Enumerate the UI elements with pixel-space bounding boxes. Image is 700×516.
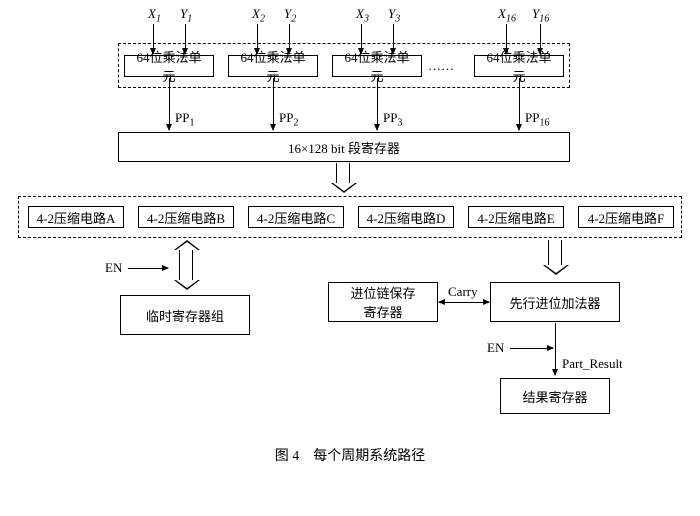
mult-unit-16: 64位乘法单元 xyxy=(474,55,564,77)
arrow-en-right xyxy=(510,348,553,349)
arrow-en-left xyxy=(128,268,168,269)
mult-unit-1: 64位乘法单元 xyxy=(124,55,214,77)
compressor-e: 4-2压缩电路E xyxy=(468,206,564,228)
result-register: 结果寄存器 xyxy=(500,378,610,414)
arrow-cla-to-result xyxy=(555,323,556,375)
label-en-right: EN xyxy=(487,340,504,356)
label-pp1: PP1 xyxy=(175,110,194,129)
arrow-carry xyxy=(439,302,489,303)
label-y3: Y3 xyxy=(388,6,400,25)
compressor-a: 4-2压缩电路A xyxy=(28,206,124,228)
carry-save-register: 进位链保存 寄存器 xyxy=(328,282,438,322)
label-x16: X16 xyxy=(498,6,516,25)
hollow-arrow-comp-to-cla xyxy=(548,240,562,265)
hollow-bi-left xyxy=(179,250,193,280)
arrow-pp2 xyxy=(273,78,274,130)
label-x2: X2 xyxy=(252,6,265,25)
label-en-left: EN xyxy=(105,260,122,276)
ellipsis-mult: …… xyxy=(428,58,454,74)
label-y16: Y16 xyxy=(532,6,549,25)
label-y1: Y1 xyxy=(180,6,192,25)
figure-caption: 图 4 每个周期系统路径 xyxy=(0,445,700,465)
temp-register-group: 临时寄存器组 xyxy=(120,295,250,335)
arrow-pp1 xyxy=(169,78,170,130)
label-x1: X1 xyxy=(148,6,161,25)
arrow-pp16 xyxy=(519,78,520,130)
label-pp16: PP16 xyxy=(525,110,549,129)
hollow-arrow-reg-to-comp xyxy=(336,163,350,183)
compressor-b: 4-2压缩电路B xyxy=(138,206,234,228)
carry-lookahead-adder: 先行进位加法器 xyxy=(490,282,620,322)
mult-unit-2: 64位乘法单元 xyxy=(228,55,318,77)
compressor-f: 4-2压缩电路F xyxy=(578,206,674,228)
register-bank: 16×128 bit 段寄存器 xyxy=(118,132,570,162)
compressor-d: 4-2压缩电路D xyxy=(358,206,454,228)
label-x3: X3 xyxy=(356,6,369,25)
label-y2: Y2 xyxy=(284,6,296,25)
label-pp3: PP3 xyxy=(383,110,402,129)
label-part-result: Part_Result xyxy=(562,356,623,372)
compressor-c: 4-2压缩电路C xyxy=(248,206,344,228)
label-pp2: PP2 xyxy=(279,110,298,129)
mult-unit-3: 64位乘法单元 xyxy=(332,55,422,77)
label-carry: Carry xyxy=(448,284,478,300)
arrow-pp3 xyxy=(377,78,378,130)
